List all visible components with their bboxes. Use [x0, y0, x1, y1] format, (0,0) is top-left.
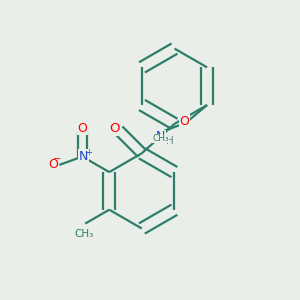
Text: N: N	[79, 150, 88, 163]
Text: H: H	[167, 136, 174, 146]
Text: −: −	[52, 154, 61, 164]
Text: O: O	[179, 115, 189, 128]
Text: O: O	[110, 122, 120, 135]
Text: +: +	[85, 148, 92, 157]
Text: O: O	[77, 122, 87, 135]
Text: CH₃: CH₃	[152, 134, 169, 143]
Text: O: O	[48, 158, 58, 171]
Text: N: N	[156, 130, 166, 143]
Text: CH₃: CH₃	[74, 229, 93, 238]
